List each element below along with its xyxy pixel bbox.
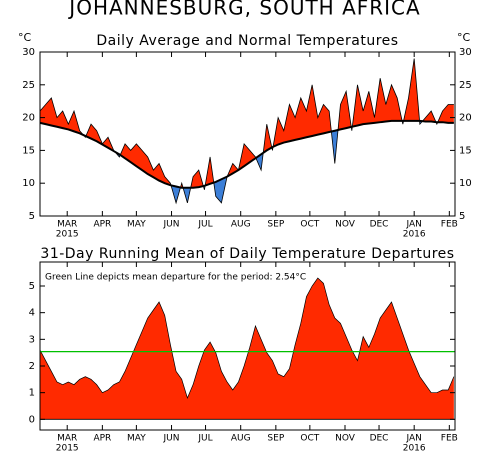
x-tick-label: JAN — [405, 220, 421, 230]
x-tick-label: AUG — [231, 220, 251, 230]
y-tick-label: 0 — [29, 414, 35, 425]
x-tick-label: JAN — [405, 434, 421, 444]
x-tick-label: NOV — [335, 434, 356, 444]
plot-frame — [39, 51, 456, 217]
y-unit: °C — [18, 31, 32, 44]
x-tick-label: MAR — [57, 220, 77, 230]
normal-line — [39, 119, 454, 189]
y-tick-label-right: 5 — [459, 211, 465, 222]
x-tick-label: MAY — [127, 220, 146, 230]
year-label: 2016 — [403, 444, 426, 454]
y-tick-label: 4 — [29, 308, 35, 319]
x-tick-label: OCT — [300, 434, 319, 444]
x-tick-label: JUN — [163, 434, 180, 444]
y-tick-label: 5 — [29, 211, 35, 222]
x-tick-label: FEB — [441, 434, 458, 444]
departure-area — [40, 278, 454, 420]
y-tick-label: 30 — [22, 47, 35, 58]
y-tick-label: 25 — [22, 80, 35, 91]
y-tick-label: 20 — [22, 113, 35, 124]
y-tick-label-right: 10 — [459, 178, 472, 189]
x-tick-label: SEP — [267, 434, 284, 444]
panel-title: 31-Day Running Mean of Daily Temperature… — [40, 246, 454, 262]
x-tick-label: DEC — [370, 220, 389, 230]
daily-line — [39, 58, 454, 205]
x-tick-label: NOV — [335, 220, 356, 230]
y-tick-label: 2 — [29, 361, 35, 372]
area-above-normal — [40, 58, 454, 188]
departure-line — [39, 277, 455, 400]
y-tick-label: 10 — [22, 178, 35, 189]
x-tick-label: DEC — [370, 434, 389, 444]
y-tick-label: 15 — [22, 145, 35, 156]
x-tick-label: MAR — [57, 434, 77, 444]
x-tick-label: JUL — [197, 434, 212, 444]
y-tick-label-right: 20 — [459, 113, 472, 124]
y-tick-label-right: 25 — [459, 80, 472, 91]
year-label: 2016 — [403, 230, 426, 240]
x-tick-label: JUN — [163, 220, 180, 230]
x-tick-label: SEP — [267, 220, 284, 230]
x-tick-label: APR — [93, 220, 111, 230]
y-tick-label: 5 — [29, 281, 35, 292]
page-title: JOHANNESBURG, SOUTH AFRICA — [67, 0, 420, 20]
y-tick-label: 3 — [29, 334, 35, 345]
x-tick-label: JUL — [197, 220, 212, 230]
x-tick-label: MAY — [127, 434, 146, 444]
y-tick-label-right: 15 — [459, 145, 472, 156]
year-label: 2015 — [56, 444, 79, 454]
y-tick-label-right: 30 — [459, 47, 472, 58]
annotation: Green Line depicts mean departure for th… — [45, 273, 306, 283]
y-tick-label: 1 — [29, 388, 35, 399]
panel-title: Daily Average and Normal Temperatures — [96, 33, 398, 49]
year-label: 2015 — [56, 230, 79, 240]
x-tick-label: APR — [93, 434, 111, 444]
x-tick-label: AUG — [231, 434, 251, 444]
x-tick-label: FEB — [441, 220, 458, 230]
y-unit-right: °C — [457, 31, 471, 44]
x-tick-label: OCT — [300, 220, 319, 230]
plot-frame — [39, 261, 456, 431]
